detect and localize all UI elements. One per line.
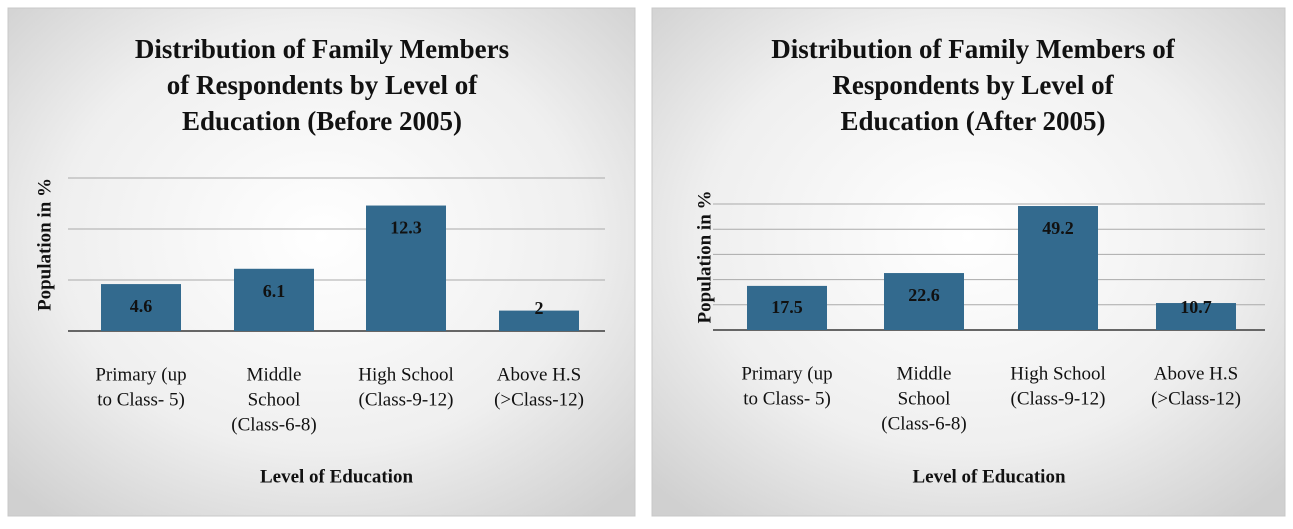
- value-label: 49.2: [1042, 218, 1074, 238]
- x-tick-label: (Class-6-8): [231, 414, 316, 435]
- bar: [884, 273, 964, 330]
- x-tick-label: Middle: [247, 364, 302, 385]
- x-tick-label: (>Class-12): [1151, 388, 1241, 409]
- value-label: 10.7: [1180, 297, 1212, 317]
- x-tick-label: High School: [1010, 363, 1106, 384]
- bar: [747, 285, 827, 330]
- chart-title: Respondents by Level of: [832, 70, 1114, 100]
- x-tick-label: to Class- 5): [97, 389, 185, 410]
- x-tick-label: Primary (up: [95, 364, 186, 385]
- value-label: 4.6: [130, 296, 153, 316]
- bar: [366, 205, 446, 331]
- bar: [1156, 303, 1236, 330]
- x-tick-label: (Class-9-12): [1011, 388, 1106, 409]
- bar: [101, 284, 181, 331]
- x-tick-label: Above H.S: [497, 364, 581, 385]
- value-label: 2: [535, 298, 544, 318]
- x-axis-label: Level of Education: [912, 466, 1065, 487]
- x-tick-label: School: [898, 388, 951, 409]
- value-label: 17.5: [771, 297, 803, 317]
- x-tick-label: Above H.S: [1154, 363, 1238, 384]
- panel: [7, 7, 636, 517]
- x-tick-label: Middle: [897, 363, 952, 384]
- value-label: 6.1: [263, 281, 286, 301]
- chart-title: Distribution of Family Members of: [771, 34, 1175, 64]
- chart-title: Education (Before 2005): [182, 106, 462, 136]
- chart-title: Education (After 2005): [841, 106, 1106, 136]
- x-tick-label: High School: [358, 364, 454, 385]
- x-tick-label: School: [248, 389, 301, 410]
- bar: [499, 310, 579, 331]
- x-tick-label: Primary (up: [741, 363, 832, 384]
- y-axis-label: Population in %: [34, 178, 55, 311]
- value-label: 12.3: [390, 218, 422, 238]
- value-label: 22.6: [908, 285, 940, 305]
- x-tick-label: (>Class-12): [494, 389, 584, 410]
- x-tick-label: to Class- 5): [743, 388, 831, 409]
- x-tick-label: (Class-9-12): [359, 389, 454, 410]
- y-axis-label: Population in %: [694, 190, 715, 323]
- x-axis-label: Level of Education: [260, 466, 413, 487]
- panel: [651, 7, 1286, 517]
- bar: [234, 268, 314, 331]
- x-tick-label: (Class-6-8): [881, 413, 966, 434]
- chart-title: of Respondents by Level of: [167, 70, 479, 100]
- bar: [1018, 206, 1098, 330]
- chart-title: Distribution of Family Members: [135, 34, 509, 64]
